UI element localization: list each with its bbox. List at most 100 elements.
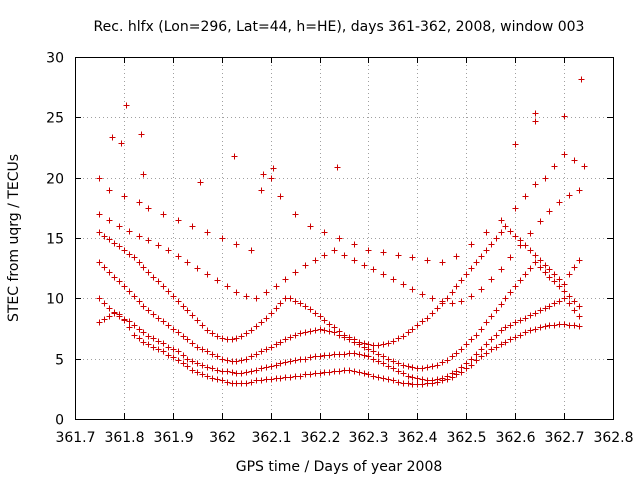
data-point — [351, 368, 358, 375]
data-point — [287, 334, 294, 341]
data-point — [444, 295, 451, 302]
data-point — [121, 283, 128, 290]
data-point — [385, 340, 392, 347]
data-point — [527, 312, 534, 319]
data-point — [449, 353, 456, 360]
data-point — [390, 276, 397, 283]
data-point — [546, 274, 553, 281]
data-point — [561, 281, 568, 288]
data-point — [556, 276, 563, 283]
data-point — [209, 365, 216, 372]
data-point — [517, 277, 524, 284]
data-point — [214, 333, 221, 340]
data-point — [336, 235, 343, 242]
data-point — [270, 165, 277, 172]
data-point — [109, 134, 116, 141]
data-point — [341, 252, 348, 259]
data-point — [414, 375, 421, 382]
data-point — [194, 344, 201, 351]
data-point — [551, 163, 558, 170]
data-point — [126, 228, 133, 235]
data-point — [532, 259, 539, 266]
data-point — [219, 377, 226, 384]
data-point — [312, 310, 319, 317]
data-point — [409, 286, 416, 293]
data-point — [258, 187, 265, 194]
plot-frame — [75, 57, 614, 420]
data-point — [150, 344, 157, 351]
x-tick-label: 362.1 — [251, 430, 291, 446]
data-point — [307, 306, 314, 313]
data-points — [96, 76, 588, 388]
data-point — [434, 362, 441, 369]
data-point — [473, 351, 480, 358]
data-point — [253, 367, 260, 374]
data-point — [409, 374, 416, 381]
data-point — [502, 339, 509, 346]
data-point — [297, 300, 304, 307]
data-point — [453, 253, 460, 260]
data-point — [429, 295, 436, 302]
data-point — [512, 283, 519, 290]
data-point — [160, 340, 167, 347]
x-tick-label: 362.3 — [348, 430, 388, 446]
data-point — [561, 113, 568, 120]
data-point — [400, 362, 407, 369]
y-tick-label: 0 — [55, 413, 64, 429]
data-point — [321, 229, 328, 236]
data-point — [204, 348, 211, 355]
data-point — [463, 341, 470, 348]
data-point — [199, 346, 206, 353]
data-point — [258, 319, 265, 326]
data-point — [204, 229, 211, 236]
data-point — [317, 370, 324, 377]
data-point — [551, 300, 558, 307]
data-point — [453, 368, 460, 375]
data-point — [150, 335, 157, 342]
data-point — [277, 375, 284, 382]
data-point — [209, 375, 216, 382]
data-point — [463, 360, 470, 367]
y-tick-label: 5 — [55, 353, 64, 369]
data-point — [155, 242, 162, 249]
data-point — [258, 365, 265, 372]
data-point — [468, 356, 475, 363]
data-point — [385, 356, 392, 363]
data-point — [165, 352, 172, 359]
data-point — [507, 322, 514, 329]
data-point — [356, 339, 363, 346]
data-point — [356, 351, 363, 358]
y-tick-label: 10 — [46, 292, 64, 308]
data-point — [390, 338, 397, 345]
y-tick-label: 25 — [46, 111, 64, 127]
chart-title: Rec. hlfx (Lon=296, Lat=44, h=HE), days … — [94, 19, 585, 35]
data-point — [287, 374, 294, 381]
data-point — [219, 235, 226, 242]
data-point — [546, 208, 553, 215]
data-point — [189, 367, 196, 374]
data-point — [233, 289, 240, 296]
data-point — [126, 318, 133, 325]
y-axis-label: STEC from uqrg / TECUs — [6, 154, 22, 322]
data-point — [140, 339, 147, 346]
y-tick-label: 15 — [46, 232, 64, 248]
data-point — [116, 278, 123, 285]
data-point — [512, 205, 519, 212]
data-point — [106, 187, 113, 194]
data-point — [145, 237, 152, 244]
data-point — [292, 211, 299, 218]
grid — [75, 57, 613, 419]
data-point — [483, 341, 490, 348]
data-point — [292, 269, 299, 276]
data-point — [493, 235, 500, 242]
data-point — [361, 340, 368, 347]
data-point — [365, 341, 372, 348]
data-point — [96, 229, 103, 236]
data-point — [253, 351, 260, 358]
data-point — [566, 293, 573, 300]
y-tick-label: 30 — [46, 51, 64, 67]
data-point — [439, 375, 446, 382]
data-point — [395, 335, 402, 342]
data-point — [307, 354, 314, 361]
data-point — [160, 283, 167, 290]
